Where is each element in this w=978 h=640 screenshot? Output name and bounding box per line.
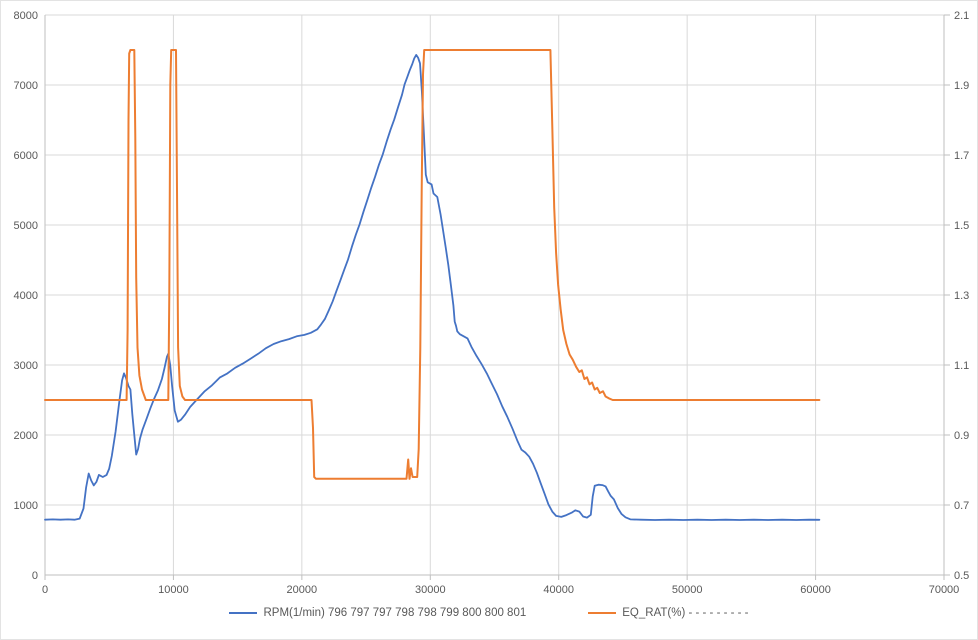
left-axis-tick-label: 5000 bbox=[14, 220, 38, 232]
x-axis-tick-label: 50000 bbox=[672, 584, 703, 596]
left-axis-tick-label: 1000 bbox=[14, 500, 38, 512]
right-axis-tick-label: 1.7 bbox=[954, 150, 969, 162]
x-axis-tick-label: 30000 bbox=[415, 584, 446, 596]
right-axis-tick-label: 1.3 bbox=[954, 290, 969, 302]
rpm-series-line-icon bbox=[229, 612, 258, 614]
x-axis-tick-label: 60000 bbox=[800, 584, 831, 596]
legend: RPM(1/min) 796 797 797 798 798 799 800 8… bbox=[1, 607, 977, 619]
x-axis-tick-label: 20000 bbox=[287, 584, 318, 596]
left-axis-tick-label: 8000 bbox=[14, 10, 38, 22]
right-axis-tick-label: 1.5 bbox=[954, 220, 969, 232]
legend-label-rpm: RPM(1/min) 796 797 797 798 798 799 800 8… bbox=[263, 607, 527, 619]
left-axis-tick-label: 2000 bbox=[14, 430, 38, 442]
right-axis-tick-label: 1.1 bbox=[954, 360, 969, 372]
left-axis-tick-label: 0 bbox=[32, 570, 38, 582]
left-axis-tick-label: 3000 bbox=[14, 360, 38, 372]
right-axis-tick-label: 0.5 bbox=[954, 570, 969, 582]
right-axis-tick-label: 2.1 bbox=[954, 10, 969, 22]
series-line-eq-rat[interactable] bbox=[44, 49, 821, 480]
right-axis-tick-label: 0.7 bbox=[954, 500, 969, 512]
left-axis-tick-label: 7000 bbox=[14, 80, 38, 92]
left-axis-tick-label: 4000 bbox=[14, 290, 38, 302]
right-axis-tick-label: 1.9 bbox=[954, 80, 969, 92]
x-axis-tick-label: 0 bbox=[42, 584, 48, 596]
x-axis-tick-label: 70000 bbox=[929, 584, 960, 596]
legend-item-rpm[interactable]: RPM(1/min) 796 797 797 798 798 799 800 8… bbox=[229, 607, 526, 619]
legend-label-eq-rat: EQ_RAT(%) - - - - - - - - - bbox=[622, 607, 749, 619]
right-axis-tick-label: 0.9 bbox=[954, 430, 969, 442]
x-axis-tick-label: 40000 bbox=[543, 584, 574, 596]
eq-rat-series-line-icon bbox=[588, 612, 617, 614]
legend-item-eq-rat[interactable]: EQ_RAT(%) - - - - - - - - - bbox=[588, 607, 749, 619]
series-line-rpm[interactable] bbox=[44, 54, 821, 521]
left-axis-tick-label: 6000 bbox=[14, 150, 38, 162]
x-axis-tick-label: 10000 bbox=[158, 584, 189, 596]
